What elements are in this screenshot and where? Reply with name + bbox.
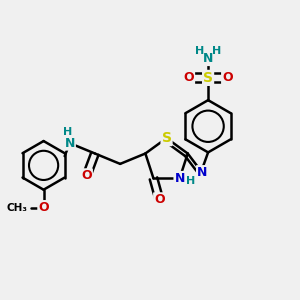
- Text: O: O: [184, 71, 194, 84]
- Text: H: H: [212, 46, 222, 56]
- Text: H: H: [195, 46, 204, 56]
- Text: O: O: [222, 71, 233, 84]
- Text: N: N: [197, 166, 207, 179]
- Text: N: N: [174, 172, 185, 185]
- Text: N: N: [64, 136, 75, 150]
- Text: CH₃: CH₃: [6, 202, 27, 212]
- Text: O: O: [38, 201, 49, 214]
- Text: H: H: [186, 176, 196, 186]
- Text: O: O: [81, 169, 92, 182]
- Text: H: H: [63, 127, 72, 137]
- Text: N: N: [203, 52, 213, 65]
- Text: O: O: [154, 193, 165, 206]
- Text: S: S: [203, 71, 213, 85]
- Text: S: S: [162, 131, 172, 145]
